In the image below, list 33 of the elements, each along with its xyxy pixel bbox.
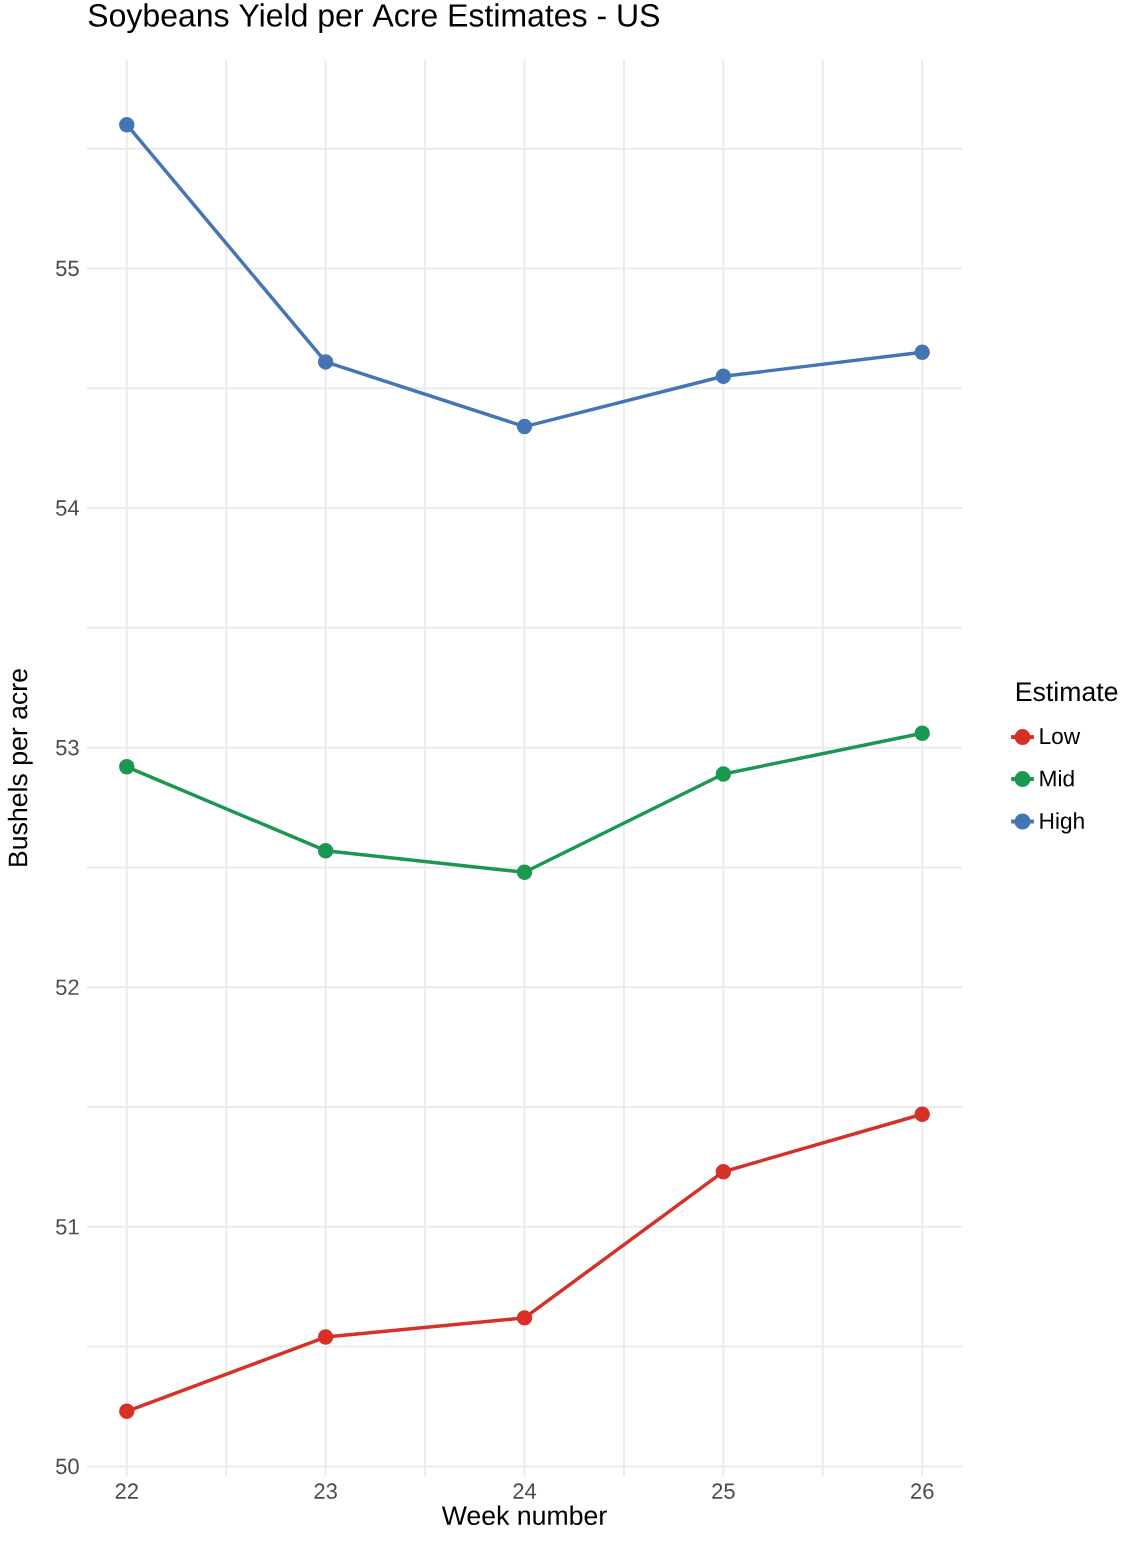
point [715, 1163, 732, 1180]
point [516, 864, 533, 880]
point [715, 368, 732, 385]
x-tick-label: 22 [115, 1483, 138, 1499]
y-tick-label: 55 [56, 260, 79, 277]
y-tick-label: 50 [56, 1458, 79, 1475]
point [119, 116, 135, 133]
point [317, 842, 334, 859]
x-tick-label: 24 [513, 1483, 537, 1499]
point [914, 1106, 930, 1122]
legend-label: Low [1040, 728, 1081, 745]
y-tick-label: 52 [56, 979, 79, 996]
legend-title: Estimate [1016, 681, 1118, 702]
point [914, 344, 930, 361]
x-axis-title: Week number [441, 1505, 607, 1526]
y-tick-label: 54 [56, 500, 79, 516]
point [516, 1310, 533, 1326]
point [715, 766, 732, 782]
x-tick-label: 26 [911, 1483, 934, 1499]
y-axis-title: Bushels per acre [7, 669, 33, 866]
y-tick-label: 51 [56, 1219, 79, 1235]
y-tick-label: 53 [56, 739, 79, 756]
legend-label: Mid [1040, 769, 1074, 787]
point [119, 759, 135, 775]
x-tick-label: 25 [712, 1483, 735, 1499]
point [516, 418, 533, 435]
chart-title: Soybeans Yield per Acre Estimates - US [88, 3, 659, 34]
point [317, 1329, 334, 1345]
point [119, 1403, 135, 1420]
point [317, 354, 334, 370]
legend-label: High [1040, 812, 1084, 834]
point [914, 725, 930, 741]
x-tick-label: 23 [314, 1483, 337, 1499]
